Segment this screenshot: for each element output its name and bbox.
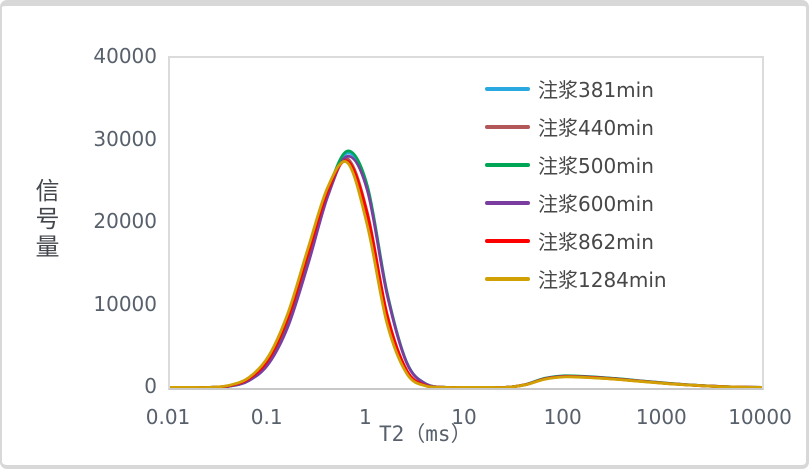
legend-line-swatch (485, 238, 530, 243)
legend-label: 注浆440min (538, 116, 654, 140)
curve-注浆1284min (170, 160, 762, 388)
curve-注浆440min (170, 156, 762, 388)
legend-item: 注浆862min (485, 227, 667, 254)
x-axis-title: T2（ms） (379, 422, 472, 446)
plot-area (168, 56, 764, 390)
legend-item: 注浆500min (485, 151, 667, 178)
curve-注浆862min (170, 159, 762, 388)
legend-line-swatch (485, 200, 530, 205)
x-tick-label: 1000 (635, 405, 687, 429)
legend-label: 注浆500min (538, 154, 654, 178)
legend-line-swatch (485, 124, 530, 129)
x-tick-label: 0.1 (250, 405, 283, 429)
legend-line-swatch (485, 276, 530, 281)
y-tick-label: 0 (144, 374, 157, 398)
x-tick-label: 0.01 (145, 405, 191, 429)
x-tick-label: 10000 (728, 405, 792, 429)
legend-label: 注浆600min (538, 192, 654, 216)
y-tick-label: 30000 (93, 126, 157, 151)
legend: 注浆381min 注浆440min 注浆500min 注浆600min 注浆862min… (485, 75, 667, 292)
y-tick-label: 20000 (93, 209, 157, 233)
legend-label: 注浆381min (538, 78, 654, 102)
curve-注浆500min (170, 149, 762, 388)
x-tick-label: 1 (358, 405, 372, 429)
y-tick-label: 40000 (93, 44, 157, 68)
curve-注浆381min (170, 151, 762, 388)
x-tick-label: 100 (543, 405, 582, 429)
x-tick-label: 10 (451, 405, 477, 429)
legend-line-swatch (485, 86, 530, 91)
curve-注浆600min (170, 154, 762, 388)
y-tick-label: 10000 (93, 291, 157, 316)
y-axis-title: 信号量 (31, 178, 59, 262)
legend-item: 注浆381min (485, 75, 667, 102)
legend-item: 注浆1284min (485, 265, 667, 292)
legend-item: 注浆600min (485, 189, 667, 216)
legend-item: 注浆440min (485, 113, 667, 140)
t2-spectrum-curves (170, 149, 762, 388)
legend-label: 注浆1284min (538, 268, 667, 292)
legend-line-swatch (485, 162, 530, 167)
legend-label: 注浆862min (538, 230, 654, 254)
